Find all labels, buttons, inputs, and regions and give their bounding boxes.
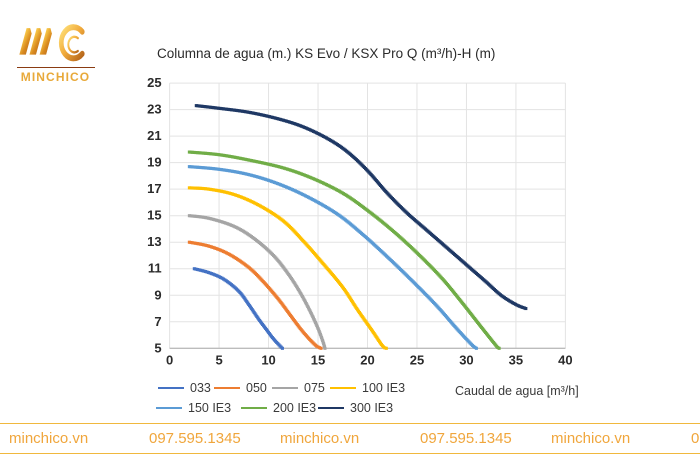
svg-text:25: 25 — [410, 352, 424, 367]
svg-text:11: 11 — [148, 261, 162, 276]
svg-text:17: 17 — [147, 181, 161, 196]
svg-text:25: 25 — [147, 75, 161, 90]
svg-text:19: 19 — [147, 155, 161, 170]
svg-text:30: 30 — [459, 352, 473, 367]
svg-text:7: 7 — [154, 314, 161, 329]
svg-text:21: 21 — [147, 128, 161, 143]
svg-text:10: 10 — [261, 352, 275, 367]
svg-text:13: 13 — [147, 234, 161, 249]
svg-text:5: 5 — [154, 340, 161, 355]
svg-text:0: 0 — [166, 352, 173, 367]
svg-text:5: 5 — [215, 352, 222, 367]
svg-text:40: 40 — [558, 352, 572, 367]
svg-text:9: 9 — [154, 287, 161, 302]
svg-text:23: 23 — [147, 102, 161, 117]
svg-text:20: 20 — [360, 352, 374, 367]
svg-text:15: 15 — [311, 352, 325, 367]
svg-text:35: 35 — [509, 352, 523, 367]
svg-text:15: 15 — [147, 208, 161, 223]
